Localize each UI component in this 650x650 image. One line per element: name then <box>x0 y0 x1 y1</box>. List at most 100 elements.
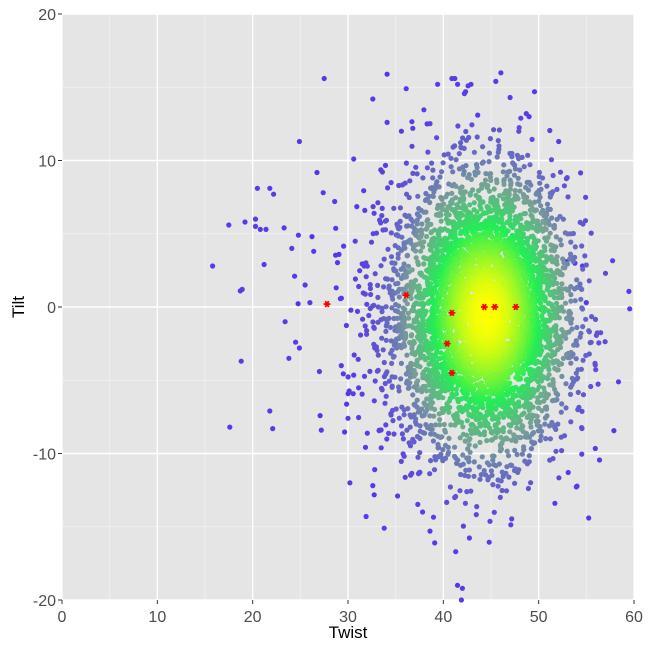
scatter-point <box>479 380 485 386</box>
scatter-point <box>421 107 427 113</box>
scatter-point <box>462 500 468 506</box>
scatter-point <box>333 225 339 231</box>
scatter-point <box>531 89 538 95</box>
scatter-point <box>528 290 535 296</box>
scatter-point <box>537 194 543 200</box>
scatter-point <box>431 467 438 473</box>
scatter-point <box>416 285 423 291</box>
scatter-point <box>496 461 502 467</box>
scatter-point <box>554 186 560 192</box>
scatter-point <box>526 114 532 120</box>
scatter-point <box>589 314 595 320</box>
scatter-point <box>555 347 561 353</box>
scatter-point <box>380 347 386 353</box>
scatter-point <box>551 324 557 330</box>
scatter-point <box>500 196 506 202</box>
data-points <box>210 70 633 603</box>
scatter-point <box>458 140 464 146</box>
scatter-point <box>498 400 504 406</box>
scatter-point <box>550 377 556 383</box>
scatter-point <box>429 400 436 406</box>
scatter-point <box>517 393 524 399</box>
scatter-point <box>568 384 574 390</box>
scatter-point <box>528 446 535 452</box>
scatter-point <box>543 436 549 442</box>
scatter-point <box>254 185 260 191</box>
scatter-point <box>448 164 454 170</box>
scatter-point <box>574 324 580 331</box>
scatter-point <box>461 197 467 203</box>
scatter-point <box>477 476 483 482</box>
scatter-point <box>577 334 583 340</box>
scatter-point <box>252 216 259 222</box>
scatter-point <box>395 255 401 261</box>
scatter-point <box>345 374 351 380</box>
scatter-point <box>430 193 436 199</box>
scatter-point <box>399 431 405 437</box>
scatter-point <box>575 389 581 395</box>
scatter-point <box>342 429 348 435</box>
scatter-point <box>317 413 323 419</box>
scatter-point <box>500 425 507 431</box>
scatter-point <box>479 454 485 460</box>
scatter-point <box>423 422 429 428</box>
scatter-point <box>382 227 389 233</box>
scatter-point <box>468 210 474 216</box>
scatter-point <box>419 227 425 233</box>
scatter-point <box>436 184 442 190</box>
scatter-point <box>420 244 426 250</box>
scatter-point <box>370 204 376 210</box>
scatter-point <box>503 435 509 441</box>
scatter-point <box>361 188 367 194</box>
scatter-point <box>487 518 493 524</box>
scatter-point <box>439 434 445 440</box>
scatter-point <box>533 418 539 425</box>
scatter-point <box>553 300 560 306</box>
scatter-point <box>434 205 440 211</box>
scatter-point <box>474 134 480 140</box>
scatter-point <box>375 200 381 206</box>
scatter-point <box>355 356 361 362</box>
scatter-point <box>370 319 376 325</box>
scatter-point <box>292 273 298 279</box>
scatter-point <box>371 492 377 498</box>
scatter-point <box>489 472 495 478</box>
scatter-point <box>578 296 584 302</box>
scatter-point <box>558 434 564 440</box>
scatter-point <box>435 370 441 377</box>
scatter-point <box>551 295 558 301</box>
scatter-point <box>516 128 522 134</box>
scatter-point <box>477 439 483 445</box>
scatter-point <box>467 202 473 208</box>
scatter-point <box>375 367 381 373</box>
scatter-point <box>384 436 390 442</box>
scatter-point <box>363 513 369 520</box>
scatter-point <box>495 477 501 483</box>
scatter-point <box>511 480 518 486</box>
scatter-point <box>565 469 571 476</box>
scatter-point <box>438 350 444 356</box>
scatter-point <box>555 421 561 427</box>
scatter-point <box>556 475 562 481</box>
scatter-point <box>381 256 387 262</box>
scatter-point <box>340 371 346 377</box>
scatter-point <box>374 347 380 353</box>
scatter-point <box>378 263 384 269</box>
scatter-point <box>521 164 527 170</box>
scatter-point <box>439 196 445 202</box>
scatter-point <box>410 436 416 442</box>
scatter-point <box>595 381 601 387</box>
scatter-point <box>579 305 585 311</box>
scatter-point <box>443 194 449 200</box>
scatter-point <box>424 233 430 240</box>
scatter-point <box>383 393 389 399</box>
scatter-point <box>559 401 565 407</box>
scatter-point <box>398 376 404 382</box>
scatter-point <box>413 416 419 422</box>
scatter-point <box>489 234 495 240</box>
scatter-point <box>364 263 370 269</box>
scatter-point <box>226 222 232 228</box>
scatter-point <box>420 317 426 323</box>
scatter-point <box>444 371 450 377</box>
scatter-point <box>512 405 519 411</box>
